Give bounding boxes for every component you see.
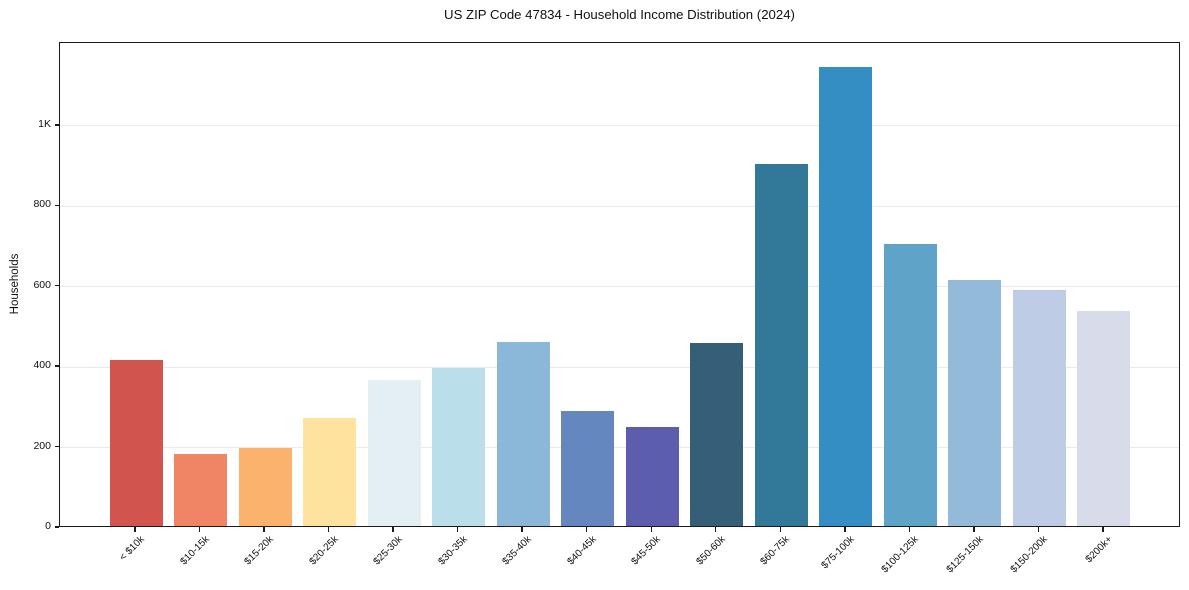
bar-3 [303, 418, 357, 526]
chart-title: US ZIP Code 47834 - Household Income Dis… [444, 7, 795, 22]
bar-4 [367, 379, 421, 526]
x-tick-mark [1102, 527, 1104, 532]
gridline [60, 447, 1179, 449]
x-tick-label: < $10k [117, 534, 147, 564]
x-tick-label: $15-20k [242, 534, 276, 568]
y-tick-mark [55, 526, 59, 528]
bar-7 [561, 410, 615, 526]
x-tick-label: $40-45k [565, 534, 599, 568]
x-tick-mark [1037, 527, 1040, 532]
bar-1 [174, 454, 228, 526]
x-tick-label: $30-35k [436, 534, 470, 568]
gridline [60, 286, 1179, 288]
x-tick-label: $10-15k [177, 534, 212, 568]
bar-6 [496, 341, 550, 526]
y-tick-label: 400 [33, 359, 51, 372]
x-tick-mark [521, 527, 523, 532]
x-tick-label: $75-100k [819, 534, 857, 572]
y-tick-mark [55, 445, 59, 448]
x-tick-label: $45-50k [629, 534, 664, 568]
x-tick-mark [586, 527, 588, 532]
gridline [60, 366, 1179, 368]
y-tick-mark [55, 204, 59, 206]
x-tick-label: $100-125k [879, 534, 922, 576]
x-tick-label: $25-30k [371, 534, 405, 568]
x-tick-mark [844, 527, 846, 532]
y-tick-mark [55, 124, 59, 126]
y-tick-label: 1K [38, 117, 51, 130]
bar-15 [1077, 311, 1131, 526]
y-tick-label: 0 [45, 520, 51, 532]
bar-9 [690, 343, 744, 526]
y-tick-mark [55, 365, 59, 367]
bar-0 [109, 360, 163, 526]
x-tick-label: $125-150k [944, 534, 986, 576]
bar-11 [819, 66, 873, 526]
x-tick-mark [715, 527, 717, 532]
x-tick-label: $35-40k [500, 534, 534, 568]
x-tick-mark [134, 527, 136, 532]
x-tick-label: $150-200k [1009, 534, 1051, 576]
bar-8 [625, 427, 679, 526]
y-tick-label: 200 [33, 439, 51, 452]
y-tick-label: 600 [33, 278, 51, 291]
bar-14 [1012, 289, 1066, 526]
bar-13 [948, 280, 1002, 526]
y-tick-label: 800 [33, 198, 51, 211]
y-tick-mark [55, 285, 59, 287]
x-tick-mark [456, 527, 459, 532]
x-tick-mark [392, 527, 394, 532]
x-tick-mark [327, 527, 330, 532]
gridline [60, 125, 1179, 127]
bar-12 [883, 244, 937, 526]
bar-10 [754, 164, 808, 526]
bar-2 [238, 448, 292, 526]
x-tick-mark [908, 527, 911, 532]
x-tick-mark [198, 527, 201, 532]
bar-5 [432, 367, 486, 526]
x-tick-mark [650, 527, 652, 532]
x-tick-mark [779, 527, 782, 532]
x-tick-label: $20-25k [307, 534, 341, 568]
x-tick-label: $60-75k [758, 534, 793, 568]
plot-area [59, 42, 1180, 527]
gridline [60, 205, 1179, 207]
x-tick-label: $200k+ [1083, 534, 1115, 566]
x-tick-mark [263, 527, 265, 532]
x-tick-label: $50-60k [694, 534, 728, 568]
x-tick-mark [973, 527, 975, 532]
